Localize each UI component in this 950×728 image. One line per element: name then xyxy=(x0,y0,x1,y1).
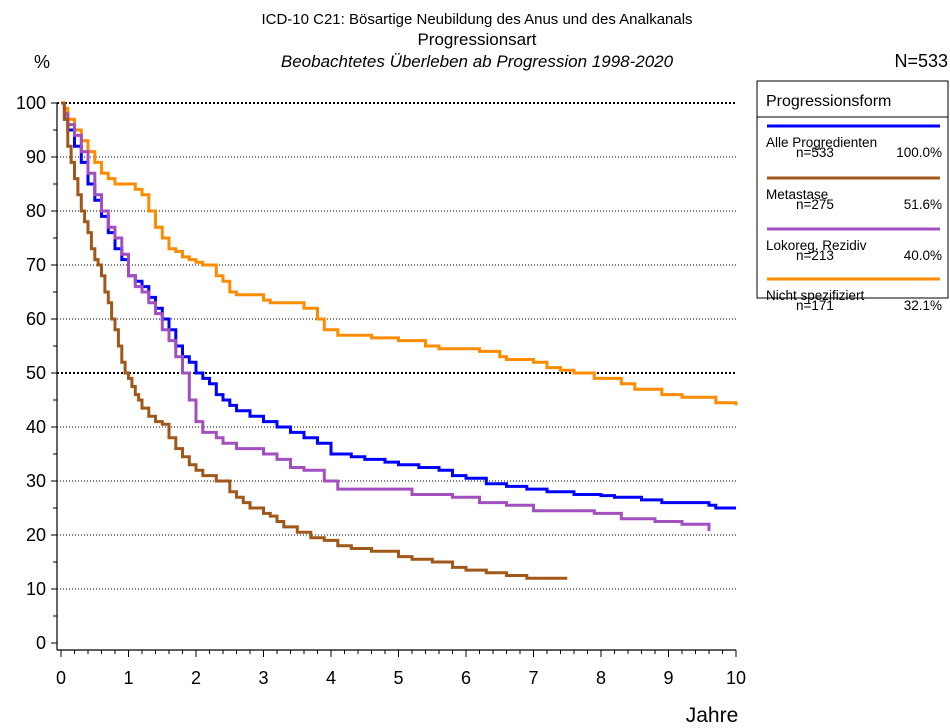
series-line-metastase xyxy=(61,101,568,580)
y-tick-label-40: 40 xyxy=(26,417,46,437)
y-tick-label-20: 20 xyxy=(26,525,46,545)
legend-pct-alle-progredienten: 100.0% xyxy=(896,145,942,160)
x-tick-label-6: 6 xyxy=(461,668,471,688)
legend: Progressionsform Alle Progredientenn=533… xyxy=(756,80,949,313)
y-tick-label-100: 100 xyxy=(16,93,46,113)
legend-n-alle-progredienten: n=533 xyxy=(796,145,834,160)
legend-n-lokoreg-rezidiv: n=213 xyxy=(796,248,834,263)
series-line-alle-progredienten xyxy=(61,101,736,510)
y-tick-label-60: 60 xyxy=(26,309,46,329)
x-tick-label-3: 3 xyxy=(258,668,268,688)
legend-label-metastase: Metastase xyxy=(766,187,828,202)
series-line-lokoreg-rezidiv xyxy=(61,101,711,532)
x-tick-label-8: 8 xyxy=(596,668,606,688)
x-tick-label-2: 2 xyxy=(191,668,201,688)
chart-subtitle: Progressionsart xyxy=(417,30,536,49)
legend-label-alle-progredienten: Alle Progredienten xyxy=(766,135,877,150)
y-tick-label-10: 10 xyxy=(26,579,46,599)
legend-label-lokoreg-rezidiv: Lokoreg. Rezidiv xyxy=(766,238,867,253)
x-axis-label: Jahre xyxy=(686,704,739,727)
legend-title: Progressionsform xyxy=(766,93,891,110)
legend-pct-nicht-spezifiziert: 32.1% xyxy=(904,298,942,313)
legend-label-nicht-spezifiziert: Nicht spezifiziert xyxy=(766,288,865,303)
chart-caption: Beobachtetes Überleben ab Progression 19… xyxy=(281,52,674,71)
y-tick-label-50: 50 xyxy=(26,363,46,383)
y-tick-label-30: 30 xyxy=(26,471,46,491)
axes xyxy=(56,103,736,651)
x-tick-label-10: 10 xyxy=(726,668,746,688)
x-tick-label-0: 0 xyxy=(56,668,66,688)
grid-lines xyxy=(57,102,736,590)
legend-n-nicht-spezifiziert: n=171 xyxy=(796,298,834,313)
x-tick-label-4: 4 xyxy=(326,668,336,688)
y-axis-label: % xyxy=(34,52,50,72)
y-tick-label-90: 90 xyxy=(26,147,46,167)
legend-pct-lokoreg-rezidiv: 40.0% xyxy=(904,248,942,263)
x-tick-label-9: 9 xyxy=(663,668,673,688)
series-line-nicht-spezifiziert xyxy=(61,101,738,406)
y-tick-label-0: 0 xyxy=(36,633,46,653)
x-tick-label-1: 1 xyxy=(123,668,133,688)
x-tick-label-7: 7 xyxy=(528,668,538,688)
series-lines xyxy=(61,101,738,580)
tick-marks: 0 10 20 30 40 50 60 70 80 90 100 0 1 2 3 4 5 6 7 8 9 10 xyxy=(16,93,746,688)
chart-title: ICD-10 C21: Bösartige Neubildung des Anu… xyxy=(261,11,692,28)
y-tick-label-80: 80 xyxy=(26,201,46,221)
legend-pct-metastase: 51.6% xyxy=(904,197,942,212)
legend-n-metastase: n=275 xyxy=(796,197,834,212)
n-total-label: N=533 xyxy=(894,51,948,71)
x-tick-label-5: 5 xyxy=(393,668,403,688)
y-tick-label-70: 70 xyxy=(26,255,46,275)
